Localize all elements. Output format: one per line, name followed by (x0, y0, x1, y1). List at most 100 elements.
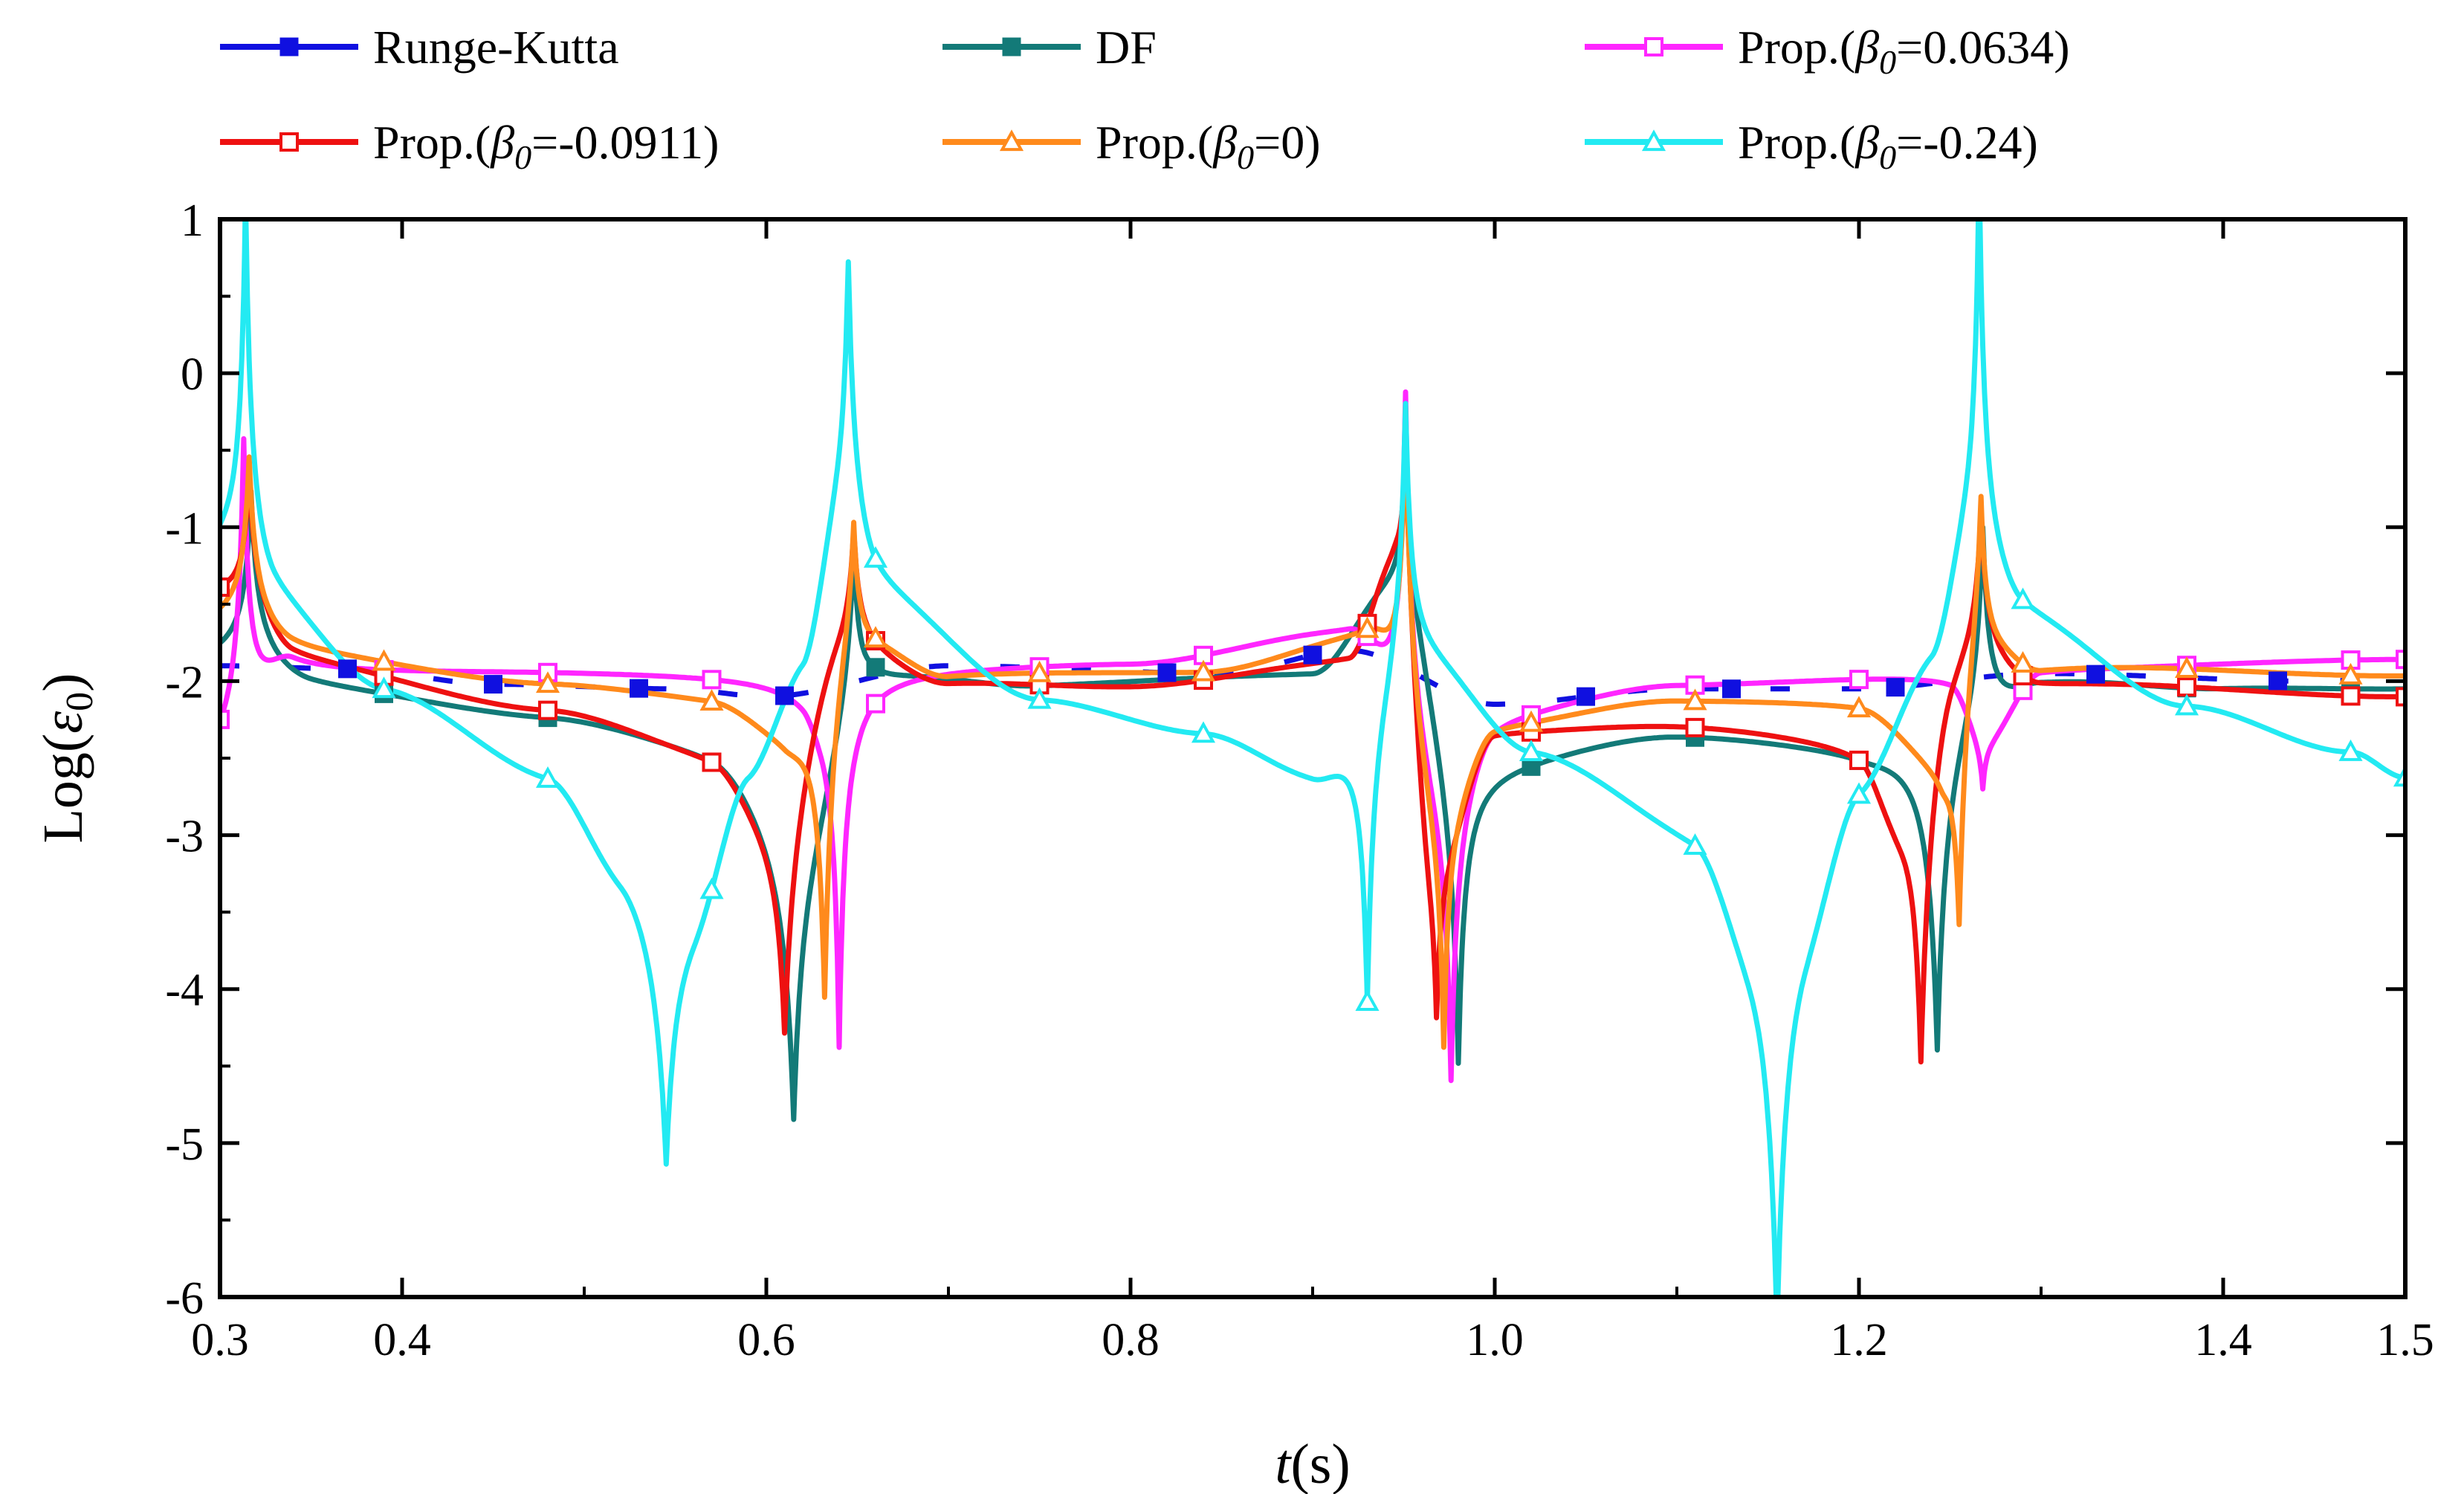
legend-label-text: Prop.( (1738, 116, 1855, 169)
legend-item: Prop.(β0=-0.24) (1585, 116, 2038, 176)
legend-label-beta: β (1854, 21, 1879, 74)
series-marker (863, 546, 888, 568)
legend-label-text: DF (1096, 21, 1157, 74)
y-axis-title-prefix: Log (32, 752, 94, 843)
legend-item: Prop.(β0=-0.0911) (220, 116, 719, 176)
y-axis-title-symbol: ε (32, 711, 94, 734)
y-axis-title-paren-close: ) (32, 673, 94, 691)
legend-item: Runge-Kutta (220, 21, 619, 74)
series-marker (1027, 660, 1052, 682)
legend-item: DF (942, 21, 1157, 74)
series-marker (1683, 688, 1707, 711)
series-marker (220, 577, 230, 597)
y-tick-label: -3 (165, 812, 204, 862)
series-marker (338, 659, 357, 679)
legend-label-text: Prop.( (1096, 116, 1213, 169)
y-tick-label: -4 (165, 966, 204, 1016)
series-marker (2174, 656, 2199, 678)
series-marker (220, 709, 230, 729)
x-tick-label: 0.8 (1102, 1315, 1160, 1365)
series-marker (999, 129, 1024, 152)
series-marker (699, 689, 724, 711)
legend-label: Prop.(β0=0.0634) (1738, 21, 2070, 81)
y-axis-title: Log(ε0) (32, 673, 101, 843)
legend-label-subscript: 0 (514, 138, 531, 176)
axis-ticks: 0.3 0.4 0.6 0.8 1.0 1.2 1.4 1.5 1 0 -1 -2 -3 -4 -5 -6 (165, 195, 2434, 1365)
series-marker (866, 693, 885, 714)
series-marker (2269, 671, 2287, 691)
legend-label: Prop.(β0=0) (1096, 116, 1321, 176)
legend-label-beta: β (1854, 116, 1879, 169)
series-marker (2011, 650, 2035, 673)
series-marker (1157, 663, 1177, 682)
y-tick-label: 1 (181, 195, 204, 246)
y-axis-title-paren-open: ( (32, 734, 94, 752)
y-tick-label: -1 (165, 503, 204, 554)
series-marker (1849, 670, 1869, 690)
series-marker (2338, 662, 2363, 685)
series-marker (2396, 650, 2405, 670)
legend-label-text: Prop.( (1738, 21, 1855, 74)
series-marker (535, 766, 560, 788)
series-marker (279, 37, 299, 56)
series-marker (702, 752, 722, 772)
legend-label-value: =-0.24) (1896, 116, 2038, 169)
series-marker (863, 626, 888, 648)
series-marker (1722, 679, 1741, 699)
series-marker (1644, 37, 1663, 56)
legend-label-beta: β (1212, 116, 1237, 169)
legend-label-beta: β (489, 116, 514, 169)
series-marker (1577, 687, 1595, 706)
x-tick-label: 1.4 (2194, 1315, 2252, 1365)
series-marker (702, 670, 722, 690)
series-marker (372, 649, 396, 671)
x-tick-label: 0.3 (191, 1315, 249, 1365)
legend: Runge-Kutta DF Prop.(β0=0.0634)Prop.(β0=-0… (220, 21, 2070, 176)
x-axis-title-italic: t (1275, 1433, 1292, 1494)
legend-label: Runge-Kutta (373, 21, 619, 74)
series-marker (1355, 989, 1380, 1011)
series-line (220, 219, 2405, 1297)
y-tick-label: -5 (165, 1119, 204, 1170)
legend-item: Prop.(β0=0.0634) (1585, 21, 2070, 81)
y-tick-label: 0 (181, 349, 204, 400)
x-tick-label: 1.5 (2376, 1315, 2434, 1365)
series-marker (279, 132, 299, 152)
legend-label-subscript: 0 (1237, 138, 1254, 176)
legend-label-value: =0) (1254, 116, 1320, 169)
legend-label-subscript: 0 (1879, 43, 1896, 81)
legend-label-value: =0.0634) (1896, 21, 2069, 74)
series-marker (2177, 677, 2196, 697)
series-marker (2341, 686, 2361, 706)
series-marker (699, 877, 724, 899)
series-marker (630, 679, 648, 698)
series-marker (2086, 664, 2105, 684)
series-layer (220, 219, 2405, 1297)
x-tick-label: 1.0 (1466, 1315, 1524, 1365)
series-marker (1355, 616, 1380, 638)
series-marker (535, 671, 560, 693)
series-marker (1303, 645, 1322, 664)
legend-label-text: Prop.( (373, 116, 491, 169)
legend-label-value: =-0.0911) (531, 116, 719, 169)
legend-item: Prop.(β0=0) (942, 116, 1321, 176)
y-tick-label: -2 (165, 657, 204, 708)
legend-label: Prop.(β0=-0.0911) (373, 116, 719, 176)
x-tick-label: 0.4 (373, 1315, 431, 1365)
y-axis-title-subscript: 0 (59, 692, 101, 711)
series-marker (1849, 750, 1869, 770)
series-marker (1846, 696, 1872, 718)
marker-layer (220, 546, 2405, 1011)
series-marker (1846, 782, 1872, 804)
series-marker (1685, 717, 1705, 737)
legend-label: DF (1096, 21, 1157, 74)
legend-label-text: Runge-Kutta (373, 21, 619, 74)
series-marker (1027, 687, 1052, 709)
legend-label: Prop.(β0=-0.24) (1738, 116, 2038, 176)
series-marker (1886, 678, 1905, 697)
series-marker (2396, 687, 2405, 707)
series-marker (2338, 739, 2363, 761)
legend-label-subscript: 0 (1879, 138, 1896, 176)
